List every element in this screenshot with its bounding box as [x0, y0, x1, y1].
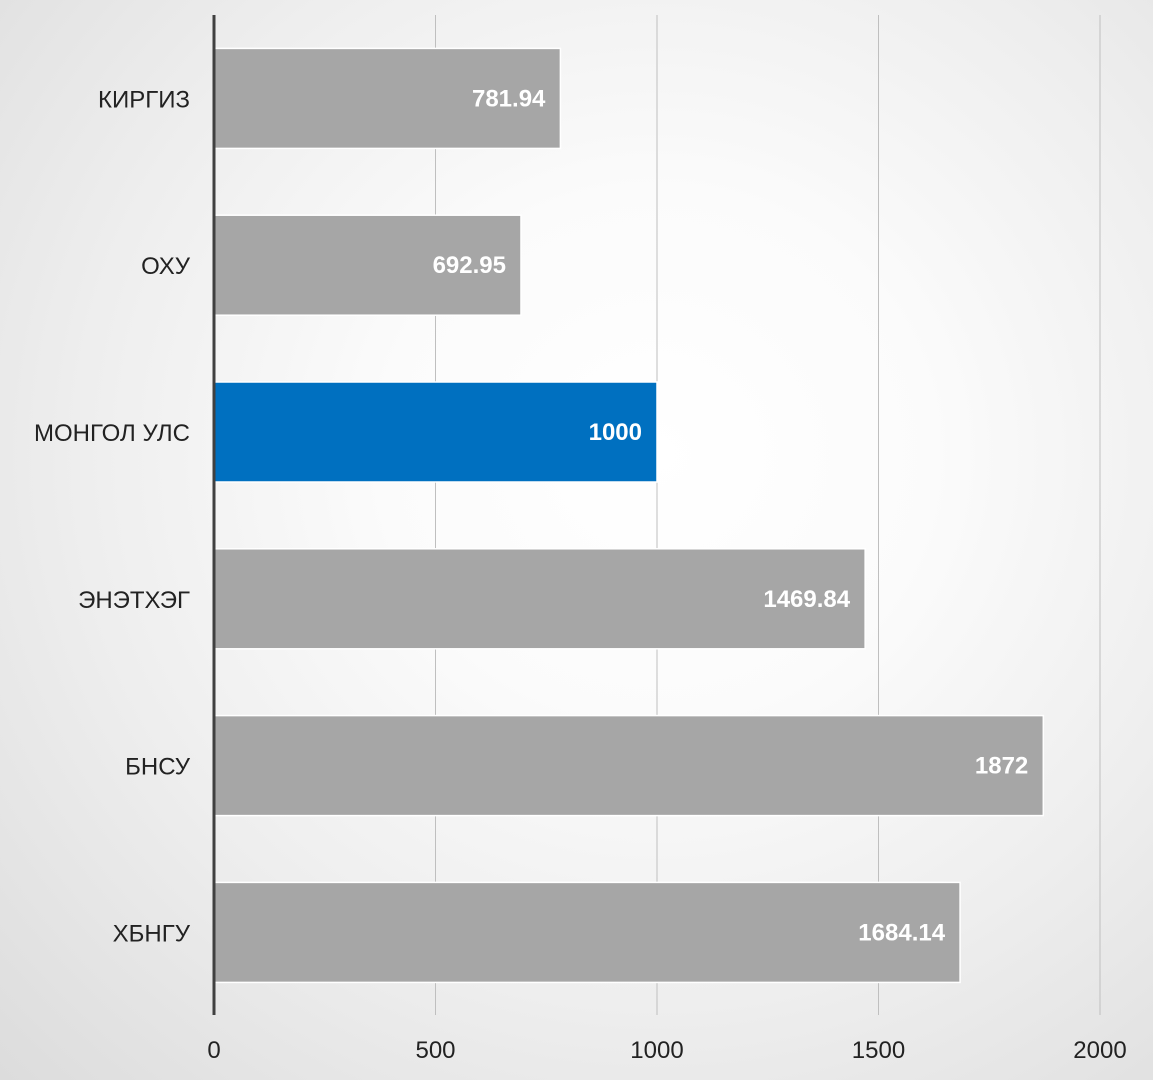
value-labels: 781.94 692.95 1000 1469.84 1872 1684.14: [433, 85, 1029, 946]
x-tick-label: 1500: [852, 1037, 905, 1064]
x-tick-labels: 0 500 1000 1500 2000: [207, 1037, 1126, 1064]
bar: [213, 714, 1045, 817]
bar-value-label: 1872: [975, 753, 1028, 780]
bar: [213, 881, 961, 984]
bar: [213, 214, 522, 316]
gridlines: [435, 15, 1101, 1015]
bar: [213, 548, 866, 650]
category-label: ХБНГУ: [113, 920, 191, 947]
category-label: КИРГИЗ: [98, 86, 190, 113]
category-labels: КИРГИЗ ОХУ МОНГОЛ УЛС ЭНЭТХЭГ БНСУ ХБНГУ: [34, 86, 191, 947]
x-tick-label: 500: [415, 1037, 455, 1064]
bar-value-label: 781.94: [472, 85, 546, 112]
bar-value-label: 692.95: [433, 252, 506, 279]
bar-value-label: 1684.14: [858, 919, 945, 946]
bar-value-label: 1000: [589, 419, 642, 446]
bar: [213, 47, 562, 150]
category-label: ОХУ: [141, 253, 191, 280]
category-label: МОНГОЛ УЛС: [34, 420, 190, 447]
x-tick-label: 2000: [1073, 1037, 1126, 1064]
bar: [213, 381, 658, 483]
category-label: ЭНЭТХЭГ: [78, 587, 190, 614]
bar-value-label: 1469.84: [763, 586, 850, 613]
x-tick-label: 1000: [630, 1037, 683, 1064]
bars: [213, 47, 1045, 984]
category-label: БНСУ: [125, 754, 191, 781]
x-tick-label: 0: [207, 1037, 220, 1064]
